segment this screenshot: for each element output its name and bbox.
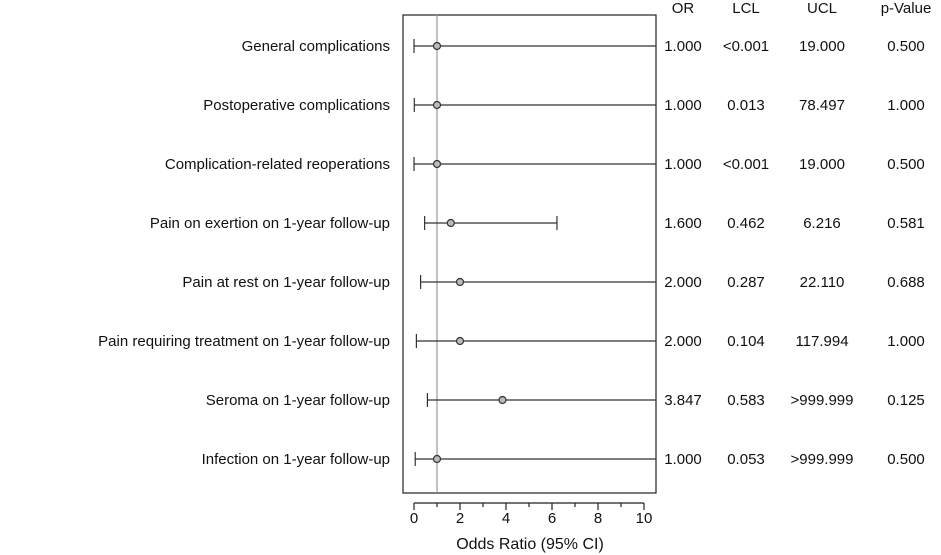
- ucl-value: 78.497: [799, 97, 845, 114]
- column-header: p-Value: [881, 0, 932, 17]
- p-value: 0.500: [887, 156, 925, 173]
- lcl-value: 0.104: [727, 333, 765, 350]
- or-point: [498, 395, 507, 405]
- row-label: Seroma on 1-year follow-up: [206, 392, 390, 409]
- row-label: Postoperative complications: [203, 97, 390, 114]
- row-label: Complication-related reoperations: [165, 156, 390, 173]
- x-tick-label: 8: [594, 510, 602, 527]
- ucl-value: 117.994: [795, 333, 848, 350]
- or-value: 1.000: [664, 97, 702, 114]
- lcl-value: 0.462: [727, 215, 765, 232]
- p-value: 0.500: [887, 38, 925, 55]
- value-table: 1.000 <0.001 19.000 0.500 1.000 0.013 78.497 1.…: [664, 38, 925, 468]
- or-point: [432, 100, 442, 110]
- row-label: Pain on exertion on 1-year follow-up: [150, 215, 390, 232]
- or-point: [446, 218, 455, 228]
- column-header: LCL: [732, 0, 760, 17]
- or-point: [432, 41, 442, 51]
- row-labels: General complications Postoperative compl…: [98, 38, 390, 468]
- p-value: 0.688: [887, 274, 925, 291]
- row-label: Pain at rest on 1-year follow-up: [182, 274, 390, 291]
- or-value: 2.000: [664, 274, 702, 291]
- lcl-value: 0.583: [727, 392, 765, 409]
- lcl-value: <0.001: [723, 38, 769, 55]
- lcl-value: 0.287: [727, 274, 765, 291]
- ucl-value: 22.110: [800, 274, 845, 291]
- or-point: [455, 277, 465, 287]
- or-value: 2.000: [664, 333, 702, 350]
- x-tick-label: 6: [548, 510, 556, 527]
- x-tick-label: 10: [636, 510, 653, 527]
- column-header: UCL: [807, 0, 837, 17]
- or-value: 1.000: [664, 451, 702, 468]
- column-headers: OR LCL UCL p-Value: [672, 0, 932, 17]
- row-label: Infection on 1-year follow-up: [202, 451, 390, 468]
- or-point: [432, 159, 442, 169]
- lcl-value: 0.013: [727, 97, 765, 114]
- x-axis-label: Odds Ratio (95% CI): [456, 536, 604, 553]
- x-tick-label: 0: [410, 510, 418, 527]
- or-point: [455, 336, 465, 346]
- x-tick-label: 4: [502, 510, 510, 527]
- p-value: 0.500: [887, 451, 925, 468]
- ucl-value: >999.999: [791, 392, 854, 409]
- row-label: General complications: [242, 38, 390, 55]
- p-value: 1.000: [887, 97, 925, 114]
- or-value: 1.000: [664, 38, 702, 55]
- or-value: 1.600: [664, 215, 702, 232]
- or-value: 1.000: [664, 156, 702, 173]
- ucl-value: 19.000: [799, 156, 845, 173]
- ucl-value: 19.000: [799, 38, 845, 55]
- ucl-value: 6.216: [803, 215, 841, 232]
- lcl-value: <0.001: [723, 156, 769, 173]
- p-value: 0.125: [887, 392, 925, 409]
- row-label: Pain requiring treatment on 1-year follo…: [98, 333, 390, 350]
- lcl-value: 0.053: [727, 451, 765, 468]
- x-axis: 0 2 4 6 8 10: [410, 502, 653, 527]
- plot-frame: [402, 14, 657, 494]
- confidence-intervals: [413, 39, 656, 466]
- or-point: [432, 454, 442, 464]
- ucl-value: >999.999: [791, 451, 854, 468]
- x-tick-label: 2: [456, 510, 464, 527]
- p-value: 1.000: [887, 333, 925, 350]
- column-header: OR: [672, 0, 695, 17]
- or-value: 3.847: [664, 392, 702, 409]
- p-value: 0.581: [887, 215, 925, 232]
